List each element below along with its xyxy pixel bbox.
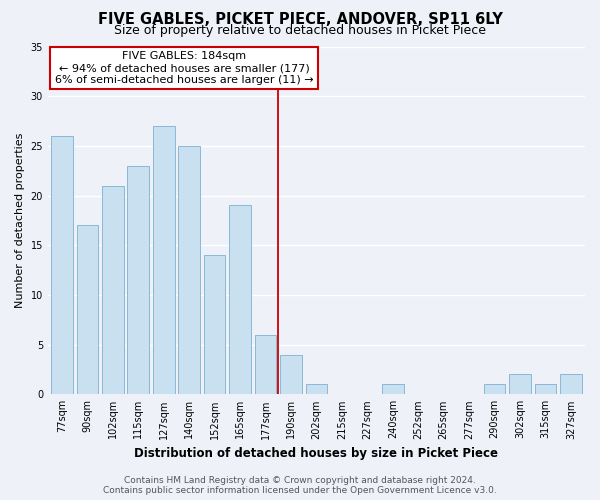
Text: FIVE GABLES: 184sqm
← 94% of detached houses are smaller (177)
6% of semi-detach: FIVE GABLES: 184sqm ← 94% of detached ho… — [55, 52, 313, 84]
Bar — [484, 384, 505, 394]
Bar — [51, 136, 73, 394]
Y-axis label: Number of detached properties: Number of detached properties — [15, 132, 25, 308]
Bar — [305, 384, 327, 394]
Bar — [229, 206, 251, 394]
Text: Size of property relative to detached houses in Picket Piece: Size of property relative to detached ho… — [114, 24, 486, 37]
Bar — [204, 255, 226, 394]
Bar — [535, 384, 556, 394]
Bar — [102, 186, 124, 394]
Bar — [280, 354, 302, 395]
Bar — [382, 384, 404, 394]
Bar — [178, 146, 200, 394]
Bar — [153, 126, 175, 394]
Text: FIVE GABLES, PICKET PIECE, ANDOVER, SP11 6LY: FIVE GABLES, PICKET PIECE, ANDOVER, SP11… — [98, 12, 502, 28]
Bar — [560, 374, 582, 394]
Bar — [255, 334, 277, 394]
Bar — [509, 374, 531, 394]
Bar — [127, 166, 149, 394]
Bar — [77, 226, 98, 394]
Text: Contains HM Land Registry data © Crown copyright and database right 2024.
Contai: Contains HM Land Registry data © Crown c… — [103, 476, 497, 495]
X-axis label: Distribution of detached houses by size in Picket Piece: Distribution of detached houses by size … — [134, 447, 499, 460]
